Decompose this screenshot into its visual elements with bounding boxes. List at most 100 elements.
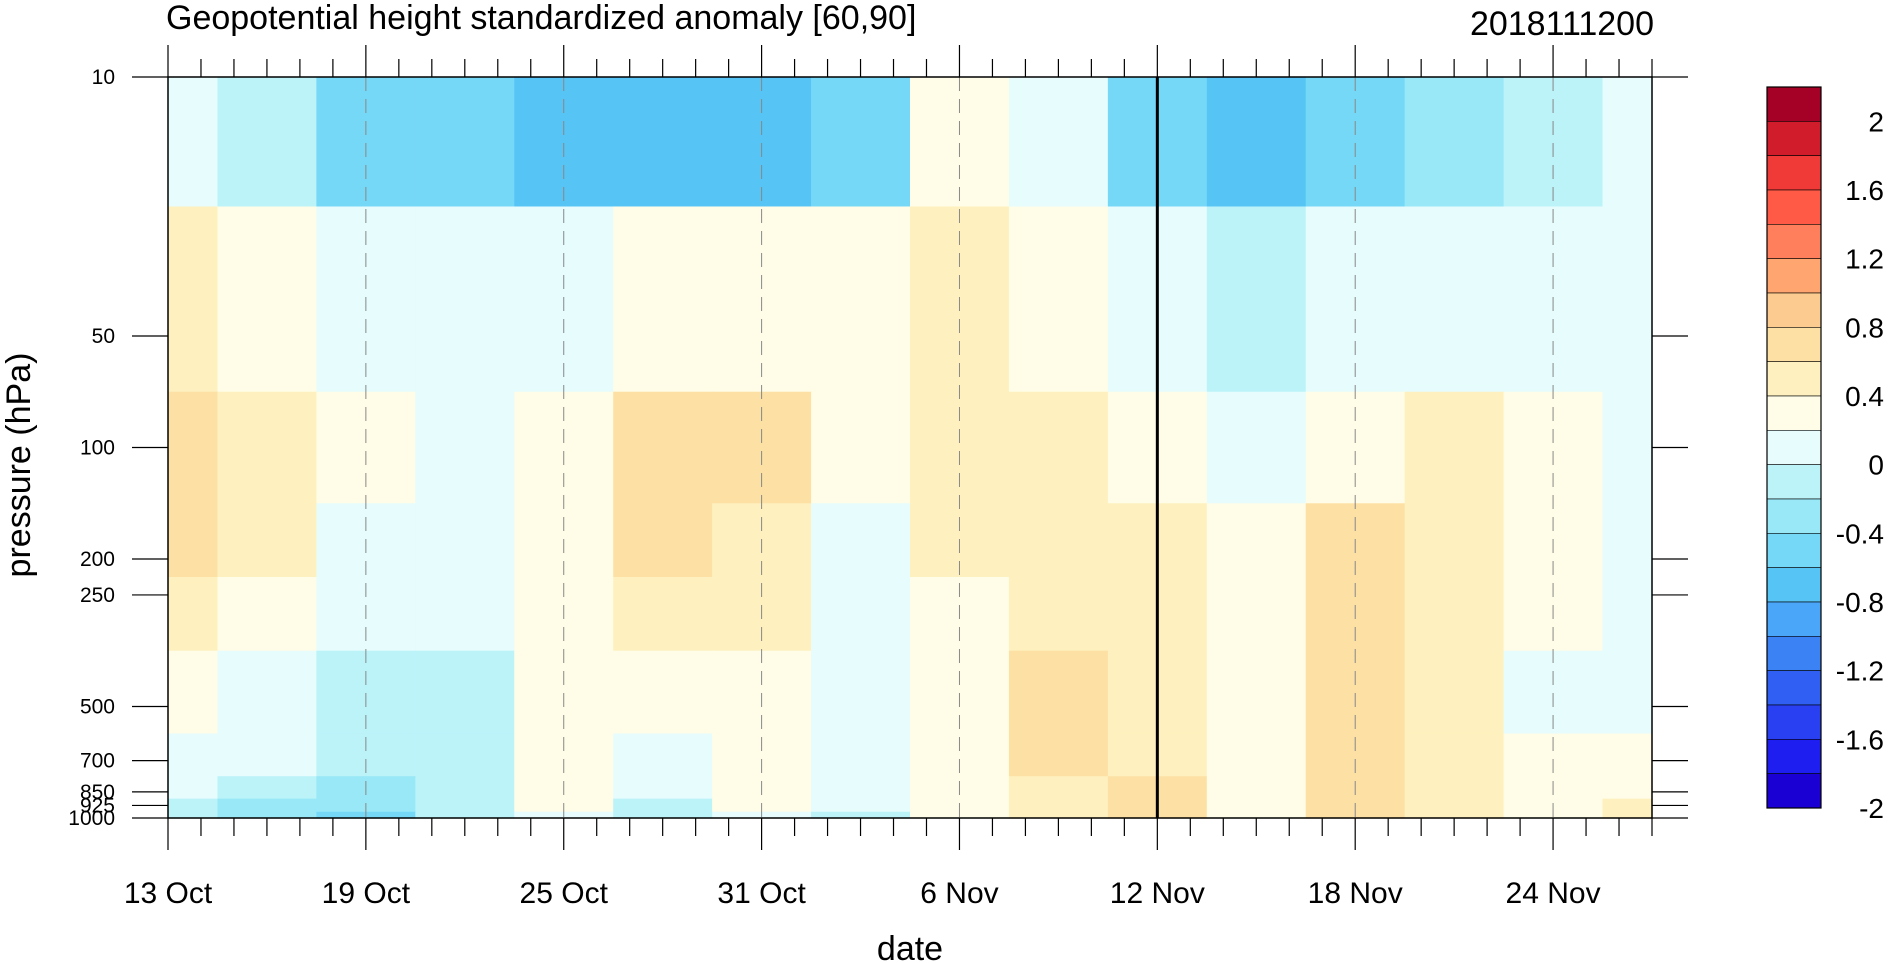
colorbar-label: 0.8 <box>1845 312 1884 343</box>
colorbar-label: -0.8 <box>1836 587 1884 618</box>
field-cell <box>1206 776 1307 800</box>
field-cell <box>1602 206 1653 393</box>
colorbar-swatch <box>1766 636 1822 671</box>
field-cell <box>1602 733 1653 777</box>
anomaly-field <box>168 77 1653 819</box>
field-cell <box>217 503 317 578</box>
field-cell <box>217 811 317 819</box>
field-cell <box>613 798 713 813</box>
field-cell <box>811 798 911 813</box>
x-axis: 13 Oct 19 Oct 25 Oct 31 Oct 6 Nov 12 Nov 18 No… <box>124 45 1653 910</box>
field-cell <box>1602 576 1653 652</box>
field-cell <box>168 576 219 652</box>
colorbar-swatch <box>1766 258 1822 294</box>
field-cell <box>613 503 713 578</box>
field-cell <box>811 503 911 578</box>
field-cell <box>1404 503 1505 578</box>
colorbar-label: 1.6 <box>1845 175 1884 206</box>
field-cell <box>910 77 1010 208</box>
field-cell <box>1008 811 1109 819</box>
field-cell <box>1008 798 1109 813</box>
y-tick-label: 100 <box>80 437 115 460</box>
x-tick-label: 19 Oct <box>322 877 411 910</box>
colorbar-swatch <box>1766 395 1822 431</box>
field-cell <box>1206 503 1307 578</box>
field-cell <box>613 733 713 777</box>
field-cell <box>217 733 317 777</box>
field-cell <box>1602 650 1653 735</box>
colorbar-swatch <box>1766 704 1822 740</box>
field-cell <box>613 77 713 208</box>
field-cell <box>1404 77 1505 208</box>
chart-title: Geopotential height standardized anomaly… <box>166 0 916 37</box>
colorbar-label: 1.2 <box>1845 244 1884 275</box>
y-tick-label: 850 <box>80 781 115 804</box>
field-cell <box>1206 650 1307 735</box>
field-cell <box>168 503 219 578</box>
y-tick-label: 10 <box>92 66 115 89</box>
field-cell <box>1206 576 1307 652</box>
field-cell <box>712 77 812 208</box>
field-cell <box>168 776 219 800</box>
field-cell <box>1602 391 1653 504</box>
y-tick-label: 50 <box>92 325 115 348</box>
field-cell <box>1008 503 1109 578</box>
field-cell <box>613 391 713 504</box>
field-cell <box>415 391 515 504</box>
field-cell <box>811 77 911 208</box>
field-cell <box>1404 811 1505 819</box>
colorbar-swatch <box>1766 121 1822 156</box>
colorbar-swatch <box>1766 670 1822 706</box>
colorbar-swatch <box>1766 773 1822 809</box>
colorbar-swatch <box>1766 601 1822 637</box>
colorbar-swatch <box>1766 533 1822 568</box>
field-cell <box>1404 576 1505 652</box>
field-cell <box>1404 206 1505 393</box>
field-cell <box>1602 776 1653 800</box>
field-cell <box>613 576 713 652</box>
field-cell <box>1008 576 1109 652</box>
field-cell <box>415 503 515 578</box>
colorbar-swatch <box>1766 464 1822 500</box>
colorbar-label: -1.6 <box>1836 724 1884 755</box>
colorbar-swatch <box>1766 189 1822 225</box>
field-cell <box>1404 733 1505 777</box>
field-cell <box>415 77 515 208</box>
field-cell <box>1404 650 1505 735</box>
x-tick-label: 24 Nov <box>1506 877 1601 910</box>
field-cell <box>217 77 317 208</box>
x-tick-label: 18 Nov <box>1308 877 1403 910</box>
colorbar-label: 0.4 <box>1845 381 1884 412</box>
field-cell <box>1404 776 1505 800</box>
field-cell <box>1008 733 1109 777</box>
field-cell <box>217 776 317 800</box>
field-cell <box>217 650 317 735</box>
field-cell <box>811 733 911 777</box>
x-tick-label: 12 Nov <box>1110 877 1205 910</box>
field-cell <box>1206 733 1307 777</box>
y-tick-label: 925 <box>80 794 115 817</box>
field-cell <box>168 811 219 819</box>
colorbar-swatch <box>1766 327 1822 362</box>
field-cell <box>1206 77 1307 208</box>
field-cell <box>514 77 614 208</box>
colorbar-swatch <box>1766 567 1822 603</box>
field-cell <box>1404 798 1505 813</box>
x-tick-label: 6 Nov <box>920 877 998 910</box>
field-cell <box>1206 811 1307 819</box>
field-cell <box>415 576 515 652</box>
field-cell <box>1602 77 1653 208</box>
field-cell <box>217 576 317 652</box>
field-cell <box>1503 77 1604 208</box>
field-cell <box>415 650 515 735</box>
field-cell <box>415 206 515 393</box>
y-tick-label: 700 <box>80 750 115 773</box>
field-cell <box>415 776 515 800</box>
x-tick-label: 13 Oct <box>124 877 213 910</box>
field-cell <box>168 77 219 208</box>
field-cell <box>613 776 713 800</box>
colorbar-label: -0.4 <box>1836 518 1884 549</box>
date-stamp: 2018111200 <box>1470 5 1654 43</box>
